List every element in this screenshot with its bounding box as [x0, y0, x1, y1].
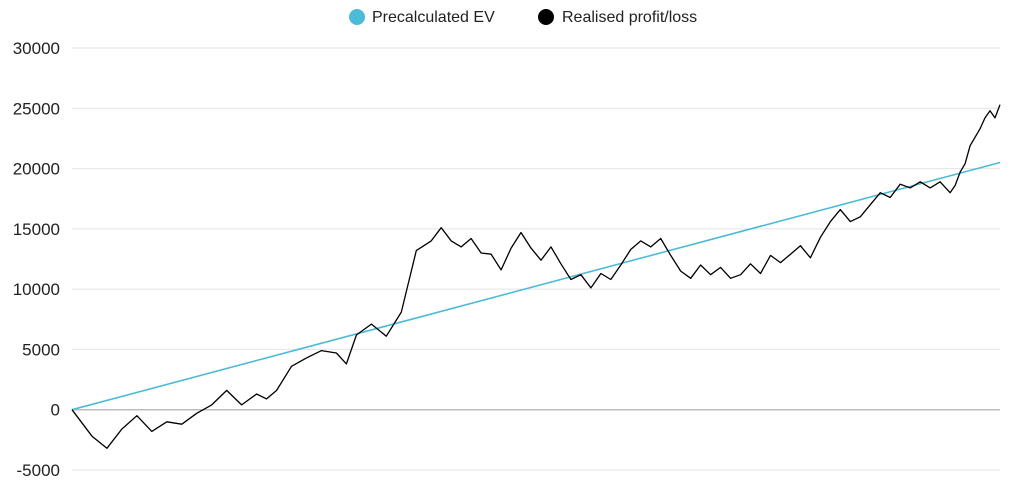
y-tick-label: 25000: [13, 99, 60, 118]
grid-lines: [72, 47, 1000, 471]
y-tick-label: 5000: [22, 340, 60, 359]
y-axis-tick-labels: 30000 25000 20000 15000 10000 5000 0 -5000: [13, 39, 60, 480]
y-tick-label: 20000: [13, 160, 60, 179]
legend-marker-realised-profit-loss: [538, 9, 554, 25]
legend-marker-precalculated-ev: [349, 9, 365, 25]
legend-item-realised-profit-loss[interactable]: Realised profit/loss: [538, 9, 697, 26]
y-tick-label: 0: [51, 401, 60, 420]
series-line-precalculated-ev: [71, 161, 1001, 411]
series-line-realised-profit-loss: [71, 104, 1001, 449]
y-tick-label: -5000: [17, 461, 60, 480]
y-tick-label: 30000: [13, 39, 60, 58]
legend[interactable]: Precalculated EV Realised profit/loss: [349, 9, 697, 26]
y-tick-label: 10000: [13, 280, 60, 299]
legend-label-realised-profit-loss: Realised profit/loss: [562, 9, 697, 26]
y-tick-label: 15000: [13, 220, 60, 239]
legend-item-precalculated-ev[interactable]: Precalculated EV: [349, 9, 495, 26]
legend-label-precalculated-ev: Precalculated EV: [372, 9, 495, 26]
series-layer: [71, 104, 1001, 449]
